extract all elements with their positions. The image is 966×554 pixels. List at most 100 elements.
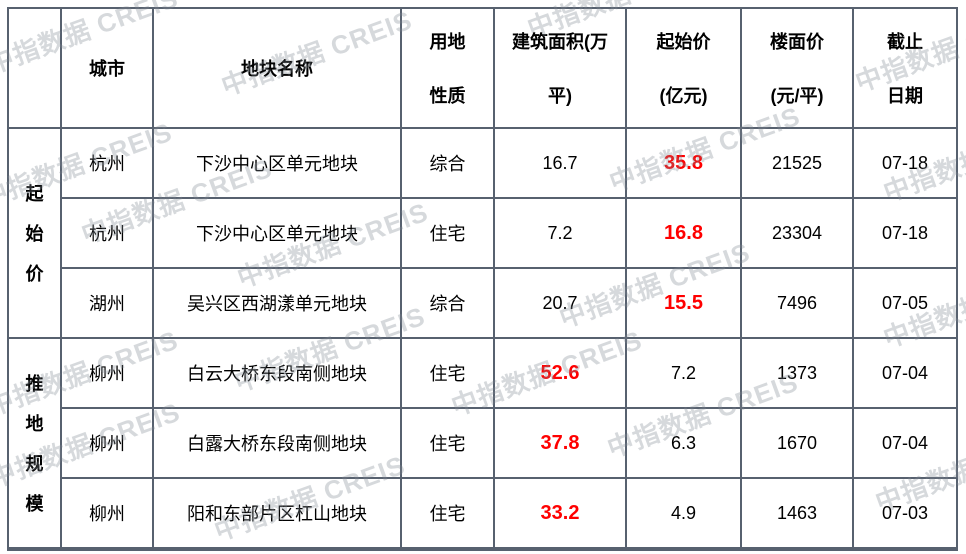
- cell-deadline: 07-05: [854, 269, 956, 337]
- header-floor-price-line: 楼面价: [770, 32, 824, 52]
- cell-city-value: 湖州: [89, 294, 125, 314]
- header-deadline: 截止 日期: [854, 9, 956, 127]
- cell-floor-price: 1463: [742, 479, 852, 547]
- cell-floor-price: 7496: [742, 269, 852, 337]
- cell-parcel-name-value: 阳和东部片区杠山地块: [187, 504, 367, 524]
- cell-floor-price: 21525: [742, 129, 852, 197]
- cell-city: 柳州: [62, 479, 152, 547]
- cell-parcel-name: 吴兴区西湖漾单元地块: [154, 269, 400, 337]
- cell-city: 杭州: [62, 199, 152, 267]
- cell-land-use: 住宅: [402, 479, 493, 547]
- cell-floor-price-value: 1670: [776, 432, 818, 453]
- group-label-char: 规: [25, 454, 44, 474]
- cell-building-area: 7.2: [495, 199, 625, 267]
- header-starting-price: 起始价 (亿元): [627, 9, 740, 127]
- group-label-cell: 起始价: [9, 129, 60, 337]
- cell-starting-price-value: 16.8: [664, 221, 703, 244]
- header-floor-price-line: (元/平): [770, 86, 824, 106]
- cell-parcel-name-value: 吴兴区西湖漾单元地块: [187, 294, 367, 314]
- header-building-area-line: 平): [548, 86, 572, 106]
- cell-city-value: 杭州: [89, 224, 125, 244]
- land-table-grid: 城市 地块名称 用地 性质 建筑面积(万 平) 起始价 (亿元) 楼面价 (元/平) 截止 日期起始价…: [9, 9, 956, 547]
- cell-deadline-value: 07-05: [881, 292, 929, 313]
- cell-land-use-value: 住宅: [429, 364, 466, 384]
- cell-floor-price-value: 7496: [776, 292, 818, 313]
- cell-deadline: 07-18: [854, 199, 956, 267]
- cell-starting-price-value: 35.8: [664, 151, 703, 174]
- header-building-area-line: 建筑面积(万: [512, 32, 608, 52]
- cell-city-value: 杭州: [89, 154, 125, 174]
- cell-starting-price-value: 6.3: [670, 432, 697, 453]
- header-group: [9, 9, 60, 127]
- cell-floor-price: 1373: [742, 339, 852, 407]
- cell-deadline-value: 07-18: [881, 152, 929, 173]
- land-table: 城市 地块名称 用地 性质 建筑面积(万 平) 起始价 (亿元) 楼面价 (元/平) 截止 日期起始价…: [7, 7, 958, 551]
- cell-floor-price: 1670: [742, 409, 852, 477]
- cell-parcel-name: 白云大桥东段南侧地块: [154, 339, 400, 407]
- cell-land-use: 住宅: [402, 339, 493, 407]
- cell-land-use-value: 住宅: [429, 434, 466, 454]
- cell-starting-price: 6.3: [627, 409, 740, 477]
- group-label-char: 始: [25, 224, 44, 244]
- cell-city: 柳州: [62, 339, 152, 407]
- group-label-char: 推: [25, 374, 44, 394]
- cell-starting-price-value: 4.9: [670, 502, 697, 523]
- header-parcel-name-line: 地块名称: [241, 59, 313, 79]
- cell-floor-price-value: 1373: [776, 362, 818, 383]
- header-land-use: 用地 性质: [402, 9, 493, 127]
- cell-starting-price-value: 7.2: [670, 362, 697, 383]
- header-building-area: 建筑面积(万 平): [495, 9, 625, 127]
- cell-deadline: 07-18: [854, 129, 956, 197]
- cell-building-area-value: 52.6: [540, 361, 580, 384]
- cell-building-area-value: 37.8: [540, 431, 580, 454]
- cell-floor-price: 23304: [742, 199, 852, 267]
- cell-city-value: 柳州: [89, 504, 125, 524]
- cell-land-use: 综合: [402, 129, 493, 197]
- header-starting-price-line: (亿元): [659, 86, 708, 106]
- cell-building-area-value: 33.2: [540, 501, 580, 524]
- cell-starting-price: 4.9: [627, 479, 740, 547]
- cell-parcel-name: 下沙中心区单元地块: [154, 199, 400, 267]
- cell-floor-price-value: 21525: [771, 152, 823, 173]
- cell-land-use-value: 综合: [429, 154, 466, 174]
- cell-deadline-value: 07-18: [881, 222, 929, 243]
- cell-land-use-value: 住宅: [429, 224, 466, 244]
- cell-parcel-name-value: 下沙中心区单元地块: [196, 154, 358, 174]
- cell-building-area: 37.8: [495, 409, 625, 477]
- cell-starting-price: 16.8: [627, 199, 740, 267]
- cell-parcel-name: 下沙中心区单元地块: [154, 129, 400, 197]
- cell-building-area: 33.2: [495, 479, 625, 547]
- cell-parcel-name: 白露大桥东段南侧地块: [154, 409, 400, 477]
- cell-building-area-value: 7.2: [547, 222, 573, 243]
- group-label-char: 模: [25, 494, 44, 514]
- cell-city-value: 柳州: [89, 434, 125, 454]
- cell-starting-price: 35.8: [627, 129, 740, 197]
- cell-building-area-value: 16.7: [542, 152, 578, 173]
- cell-city-value: 柳州: [89, 364, 125, 384]
- header-land-use-line: 用地: [429, 32, 466, 52]
- cell-starting-price: 7.2: [627, 339, 740, 407]
- group-label-char: 地: [25, 414, 44, 434]
- cell-land-use: 住宅: [402, 409, 493, 477]
- group-label-cell: 推地规模: [9, 339, 60, 547]
- cell-floor-price-value: 23304: [771, 222, 823, 243]
- cell-deadline: 07-03: [854, 479, 956, 547]
- cell-parcel-name-value: 白云大桥东段南侧地块: [187, 364, 367, 384]
- header-land-use-line: 性质: [429, 86, 466, 106]
- cell-city: 湖州: [62, 269, 152, 337]
- cell-land-use: 综合: [402, 269, 493, 337]
- cell-floor-price-value: 1463: [776, 502, 818, 523]
- cell-parcel-name-value: 白露大桥东段南侧地块: [187, 434, 367, 454]
- cell-parcel-name-value: 下沙中心区单元地块: [196, 224, 358, 244]
- cell-deadline: 07-04: [854, 339, 956, 407]
- cell-city: 柳州: [62, 409, 152, 477]
- cell-deadline-value: 07-04: [881, 362, 929, 383]
- cell-starting-price-value: 15.5: [664, 291, 703, 314]
- cell-deadline-value: 07-04: [881, 432, 929, 453]
- header-deadline-line: 截止: [887, 32, 923, 52]
- cell-parcel-name: 阳和东部片区杠山地块: [154, 479, 400, 547]
- cell-land-use-value: 综合: [429, 294, 466, 314]
- header-floor-price: 楼面价 (元/平): [742, 9, 852, 127]
- cell-city: 杭州: [62, 129, 152, 197]
